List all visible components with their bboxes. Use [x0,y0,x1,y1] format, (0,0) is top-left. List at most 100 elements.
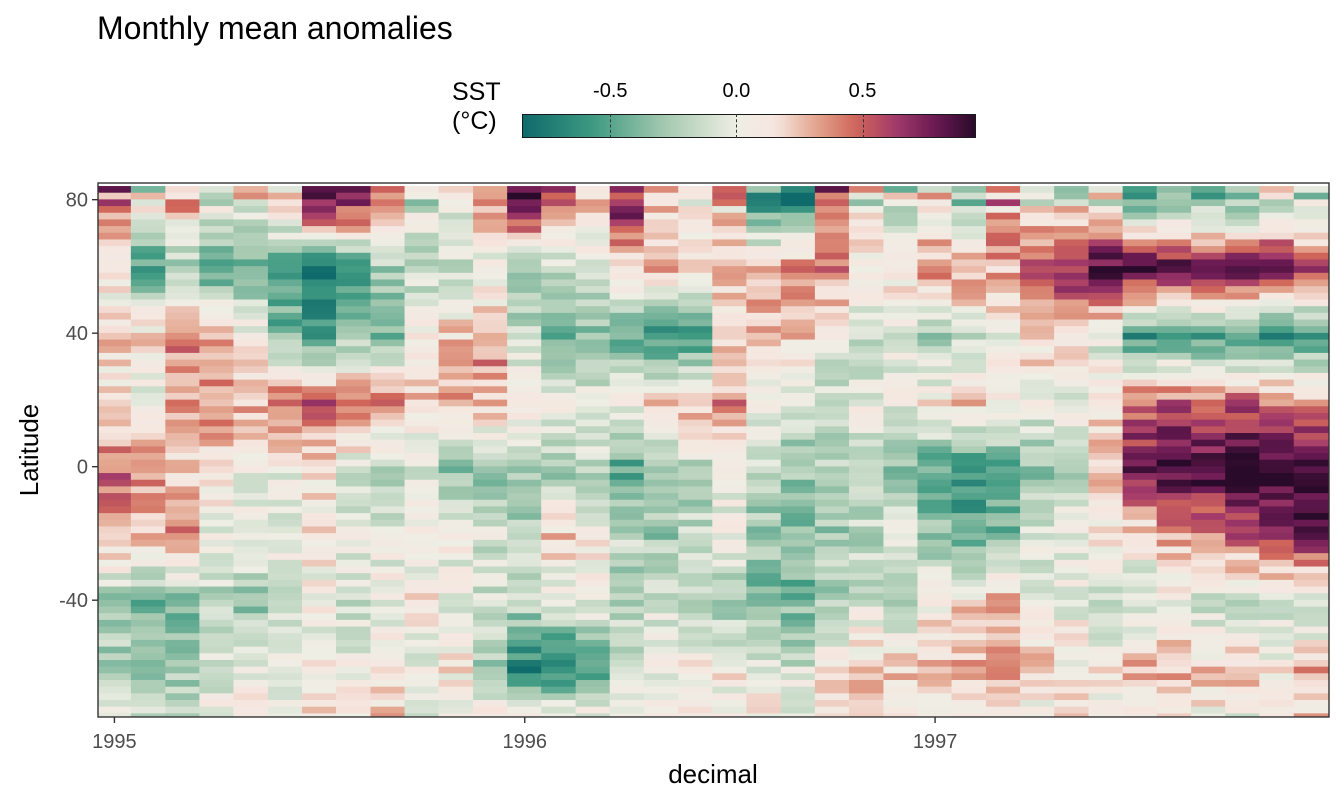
heatmap-cell [1225,412,1261,421]
heatmap-cell [370,372,406,381]
heatmap-cell [917,379,953,387]
heatmap-cell [780,192,817,200]
heatmap-cell [267,686,304,694]
heatmap-cell [233,573,269,581]
heatmap-cell [1020,319,1056,327]
heatmap-cell [814,633,851,641]
heatmap-cell [1225,639,1261,648]
heatmap-cell [746,366,782,374]
heatmap-cell [986,332,1022,341]
heatmap-cell [507,259,543,267]
heatmap-cell [643,473,679,481]
heatmap-cell [678,232,714,241]
heatmap-cell [1020,226,1056,234]
heatmap-cell [336,359,372,367]
heatmap-cell [507,559,543,568]
heatmap-cell [267,566,304,574]
heatmap-cell [609,306,645,314]
heatmap-cell [541,659,577,668]
heatmap-cell [814,292,851,301]
heatmap-cell [917,453,953,461]
heatmap-cell [609,239,645,247]
heatmap-cell [814,379,851,387]
heatmap-cell [267,706,304,714]
heatmap-cell [746,266,782,274]
heatmap-cell [814,399,851,407]
heatmap-cell [951,473,987,481]
heatmap-cell [848,286,885,294]
heatmap-cell [130,499,167,508]
heatmap-cell [1054,479,1090,488]
heatmap-cell [336,453,372,461]
heatmap-cell [1054,339,1090,347]
heatmap-cell [473,352,509,361]
heatmap-cell [301,239,338,247]
heatmap-cell [1191,593,1227,601]
heatmap-cell [1088,239,1124,247]
heatmap-cell [883,519,919,528]
heatmap-cell [986,186,1022,194]
heatmap-cell [917,573,953,581]
heatmap-cell [473,226,509,234]
heatmap-cell [643,686,679,694]
heatmap-cell [541,272,577,281]
heatmap-cell [986,433,1022,441]
heatmap-cell [541,453,577,461]
heatmap-cell [746,459,782,467]
heatmap-cell [507,339,543,347]
heatmap-cell [678,599,714,608]
heatmap-cell [1122,412,1158,421]
heatmap-cell [986,399,1022,407]
heatmap-cell [814,192,851,200]
heatmap-cell [1054,639,1090,648]
heatmap-cell [267,246,304,254]
heatmap-cell [609,326,645,334]
heatmap-cell [541,339,577,347]
heatmap-cell [848,299,885,307]
heatmap-cell [1259,533,1295,541]
heatmap-cell [883,419,919,427]
heatmap-cell [746,192,782,200]
heatmap-cell [473,659,509,668]
heatmap-cell [98,446,133,454]
heatmap-cell [986,386,1022,394]
heatmap-cell [575,366,611,374]
heatmap-cell [643,412,679,421]
heatmap-cell [609,633,645,641]
heatmap-cell [814,266,851,274]
heatmap-cell [643,319,679,327]
heatmap-cell [507,386,543,394]
heatmap-cell [98,473,133,481]
heatmap-cell [267,479,304,488]
heatmap-cell [1156,599,1192,608]
heatmap-cell [746,212,782,221]
heatmap-cell [951,639,987,648]
heatmap-cell [507,272,543,281]
heatmap-cell [609,419,645,427]
heatmap-cell [199,259,235,267]
heatmap-cell [814,626,851,634]
heatmap-cell [609,653,645,661]
heatmap-cell [712,306,748,314]
heatmap-cell [404,392,440,401]
heatmap-cell [951,326,987,334]
heatmap-cell [1122,439,1158,447]
heatmap-cell [1054,466,1090,474]
heatmap-cell [1191,486,1227,494]
heatmap-cell [643,713,679,717]
heatmap-cell [438,272,474,281]
heatmap-cell [951,199,987,207]
heatmap-cell [1020,279,1056,287]
heatmap-cell [917,713,953,717]
heatmap-cell [814,639,851,648]
heatmap-cell [1293,346,1329,354]
heatmap-cell [130,279,167,287]
heatmap-cell [199,633,235,641]
heatmap-cell [1020,366,1056,374]
heatmap-cell [780,199,817,207]
heatmap-cell [917,706,953,714]
heatmap-cell [917,372,953,381]
heatmap-cell [473,306,509,314]
heatmap-cell [233,593,269,601]
heatmap-cell [404,573,440,581]
